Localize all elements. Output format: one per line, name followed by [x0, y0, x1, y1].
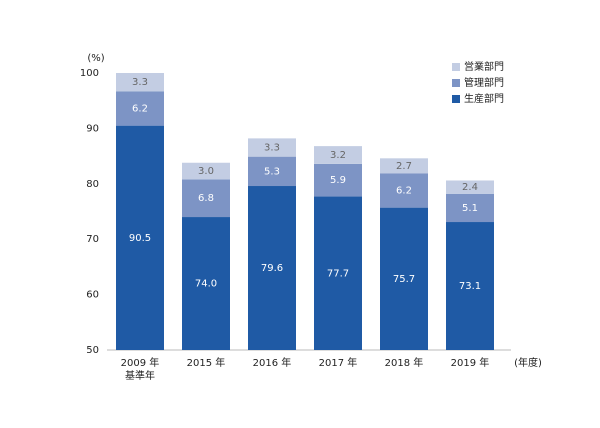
value-label: 6.2	[396, 185, 412, 196]
bar-segment	[314, 163, 362, 197]
bar-segment	[380, 173, 428, 208]
value-label: 3.3	[132, 77, 148, 88]
legend-swatch	[452, 63, 460, 71]
value-label: 90.5	[129, 233, 151, 244]
bar-segment	[248, 156, 296, 187]
legend-swatch	[452, 79, 460, 87]
y-tick-label: 70	[86, 234, 99, 245]
bar-segment	[446, 193, 494, 223]
value-label: 73.1	[459, 281, 481, 292]
bar-segment	[248, 186, 296, 350]
x-tick-label: 2019 年	[450, 358, 490, 369]
bar-segment	[446, 180, 494, 194]
bar-segment	[380, 207, 428, 350]
y-tick-label: 100	[80, 68, 99, 79]
value-label: 5.9	[330, 175, 346, 186]
bar-segment	[182, 179, 230, 218]
bar-segment	[182, 162, 230, 180]
y-tick-label: 80	[86, 179, 99, 190]
legend-swatch	[452, 95, 460, 103]
x-tick-label: 2018 年	[384, 358, 424, 369]
value-label: 5.3	[264, 166, 280, 177]
y-unit: (%)	[87, 53, 104, 64]
value-label: 74.0	[195, 279, 217, 290]
value-label: 2.7	[396, 161, 412, 172]
legend-label: 生産部門	[464, 92, 504, 105]
y-tick-label: 90	[86, 123, 99, 134]
legend-label: 営業部門	[464, 60, 504, 73]
x-tick-label: 2009 年 基準年	[120, 358, 160, 382]
value-label: 6.8	[198, 193, 214, 204]
x-tick-label: 2016 年	[252, 358, 292, 369]
bar-segment	[446, 222, 494, 350]
value-label: 77.7	[327, 268, 349, 279]
value-label: 3.3	[264, 143, 280, 154]
x-unit: (年度)	[514, 356, 542, 369]
bar-segment	[248, 138, 296, 157]
value-label: 3.2	[330, 150, 346, 161]
legend-label: 管理部門	[464, 76, 504, 89]
x-tick-label: 2015 年	[186, 358, 226, 369]
value-label: 5.1	[462, 203, 478, 214]
bar-segment	[314, 196, 362, 350]
value-label: 2.4	[462, 182, 478, 193]
value-label: 3.0	[198, 166, 214, 177]
bar-segment	[182, 217, 230, 350]
bar-segment	[116, 73, 164, 92]
x-tick-label: 2017 年	[318, 358, 358, 369]
value-label: 6.2	[132, 103, 148, 114]
bar-segment	[116, 125, 164, 350]
y-tick-label: 50	[86, 345, 99, 356]
y-tick-label: 60	[86, 290, 99, 301]
value-label: 79.6	[261, 263, 283, 274]
bar-segment	[380, 158, 428, 174]
bar-segment	[314, 146, 362, 164]
bar-segment	[116, 91, 164, 126]
value-label: 75.7	[393, 274, 415, 285]
